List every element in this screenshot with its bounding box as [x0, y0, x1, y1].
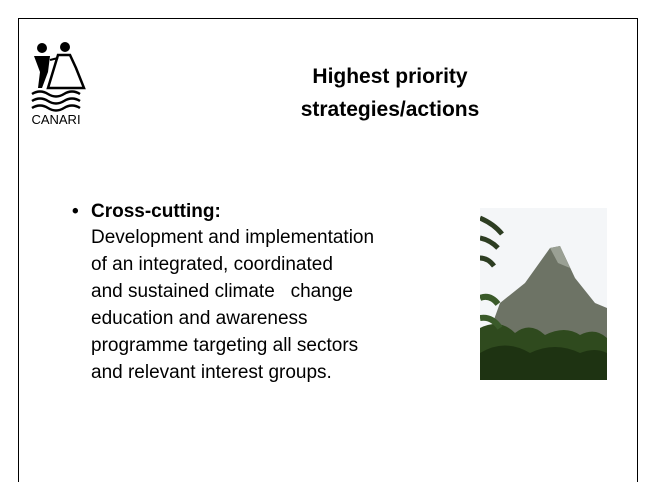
slide: CANARI Highest priority strategies/actio…: [0, 0, 657, 482]
logo-text: CANARI: [31, 112, 80, 127]
bullet-line: programme targeting all sectors: [72, 332, 374, 359]
bullet-heading: Cross-cutting:: [72, 200, 374, 224]
bullet-line: and relevant interest groups.: [72, 359, 374, 386]
bullet-line: of an integrated, coordinated: [72, 251, 374, 278]
bullet-line: Development and implementation: [72, 224, 374, 251]
bullet: Cross-cutting: Development and implement…: [72, 200, 374, 386]
logo: CANARI: [28, 38, 92, 128]
title: Highest priority strategies/actions: [240, 60, 540, 126]
mountain-photo: [480, 208, 607, 380]
bullet-line: and sustained climate change: [72, 278, 374, 305]
title-line: strategies/actions: [240, 93, 540, 126]
title-line: Highest priority: [240, 60, 540, 93]
bullet-line: education and awareness: [72, 305, 374, 332]
